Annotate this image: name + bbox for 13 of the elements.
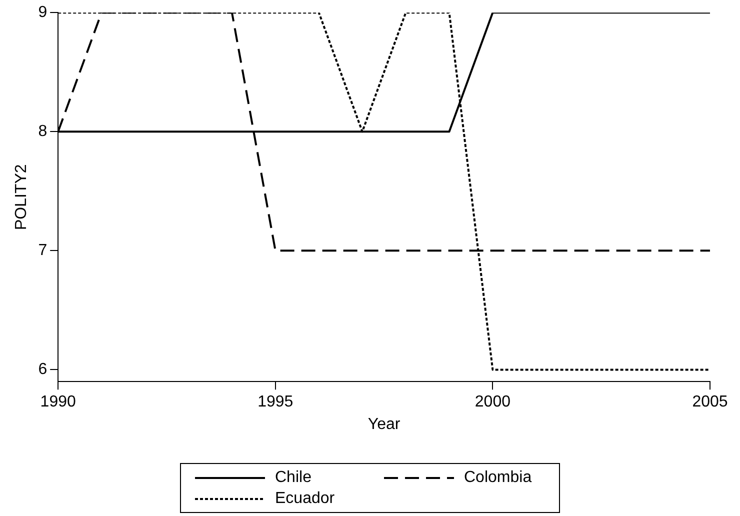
x-tick-label: 2000: [474, 394, 511, 411]
legend-label: Colombia: [464, 468, 532, 486]
x-tick-label: 2005: [692, 394, 728, 411]
x-axis-title: Year: [368, 416, 401, 433]
y-tick-label: 7: [38, 242, 48, 260]
y-tick-label: 8: [38, 123, 48, 140]
legend-label: Chile: [275, 468, 312, 486]
y-tick-label: 9: [38, 4, 48, 22]
x-tick-label: 1990: [40, 394, 76, 411]
legend-label: Ecuador: [275, 490, 335, 508]
y-tick-label: 6: [38, 361, 48, 378]
x-tick-label: 1995: [258, 394, 294, 411]
y-axis-title: POLITY2: [13, 164, 30, 230]
